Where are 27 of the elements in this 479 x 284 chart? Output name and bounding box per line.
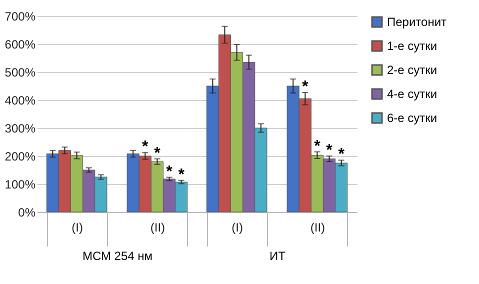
y-tick-label: 300% <box>4 122 36 136</box>
y-tick-label: 500% <box>4 66 36 80</box>
data-label: * <box>302 78 310 96</box>
legend-label: 6-е сутки <box>387 111 438 125</box>
x-tick-label: (II) <box>150 220 166 234</box>
data-label: * <box>142 138 150 156</box>
y-tick-label: 600% <box>4 38 36 52</box>
y-tick-label: 0% <box>18 206 36 220</box>
y-tick-label: 200% <box>4 150 36 164</box>
legend-label: Перитонит <box>387 15 448 29</box>
data-label: * <box>338 146 346 164</box>
legend-label: 4-е сутки <box>387 87 438 101</box>
y-tick-label: 400% <box>4 94 36 108</box>
x-tick-label: (I) <box>72 220 83 234</box>
x-tick-label: (II) <box>310 220 326 234</box>
x-tick-label: (I) <box>232 220 243 234</box>
data-label: * <box>178 166 186 184</box>
data-label: * <box>314 138 322 155</box>
legend-label: 1-е сутки <box>387 39 438 53</box>
legend-label: 2-е сутки <box>387 63 438 77</box>
data-label: * <box>326 142 334 159</box>
x-axis-title: МСМ 254 нм <box>82 249 153 263</box>
y-tick-label: 700% <box>4 10 36 24</box>
data-label: * <box>166 163 174 180</box>
data-label: * <box>154 144 162 162</box>
x-axis-title: ИТ <box>270 249 286 263</box>
y-tick-label: 100% <box>4 178 36 192</box>
